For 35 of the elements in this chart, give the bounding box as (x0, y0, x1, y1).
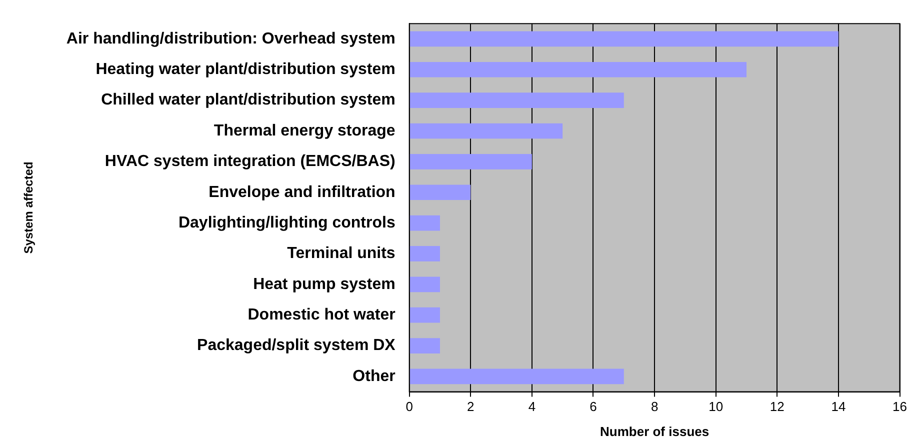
y-tick-label: Envelope and infiltration (208, 184, 396, 201)
x-tick-label: 16 (892, 399, 908, 414)
x-axis-title: Number of issues (600, 424, 710, 439)
y-tick-label: Air handling/distribution: Overhead system (66, 30, 396, 48)
x-tick-label: 4 (528, 399, 536, 414)
y-tick-label: Packaged/split system DX (197, 337, 396, 354)
x-tick-label: 2 (467, 399, 474, 414)
bar (410, 184, 471, 200)
y-tick-label: Domestic hot water (248, 306, 396, 324)
x-tick-label: 6 (590, 399, 597, 414)
bar (410, 246, 440, 262)
y-tick-label: Thermal energy storage (214, 122, 396, 140)
x-tick-label: 12 (770, 399, 784, 414)
x-tick-label: 10 (708, 399, 724, 414)
y-axis-title: System affected (22, 162, 36, 254)
x-tick-label: 14 (831, 399, 846, 414)
bar (410, 368, 624, 384)
bar (410, 276, 440, 292)
y-tick-label: Daylighting/lighting controls (178, 214, 396, 232)
x-tick-label: 8 (650, 399, 658, 414)
y-tick-label: Terminal units (287, 245, 396, 262)
bar (410, 123, 563, 139)
bar (410, 307, 440, 323)
bar (410, 31, 838, 47)
bar (410, 338, 440, 354)
bar (410, 92, 624, 108)
y-tick-label: Other (352, 368, 396, 385)
y-tick-label: Heat pump system (253, 276, 396, 293)
bar (410, 154, 532, 170)
y-tick-label: Heating water plant/distribution system (96, 61, 396, 78)
y-tick-label: Chilled water plant/distribution system (101, 92, 396, 109)
x-tick-label: 0 (406, 399, 413, 414)
y-tick-label: HVAC system integration (EMCS/BAS) (104, 153, 396, 170)
bar (410, 62, 747, 78)
bar (410, 215, 440, 231)
